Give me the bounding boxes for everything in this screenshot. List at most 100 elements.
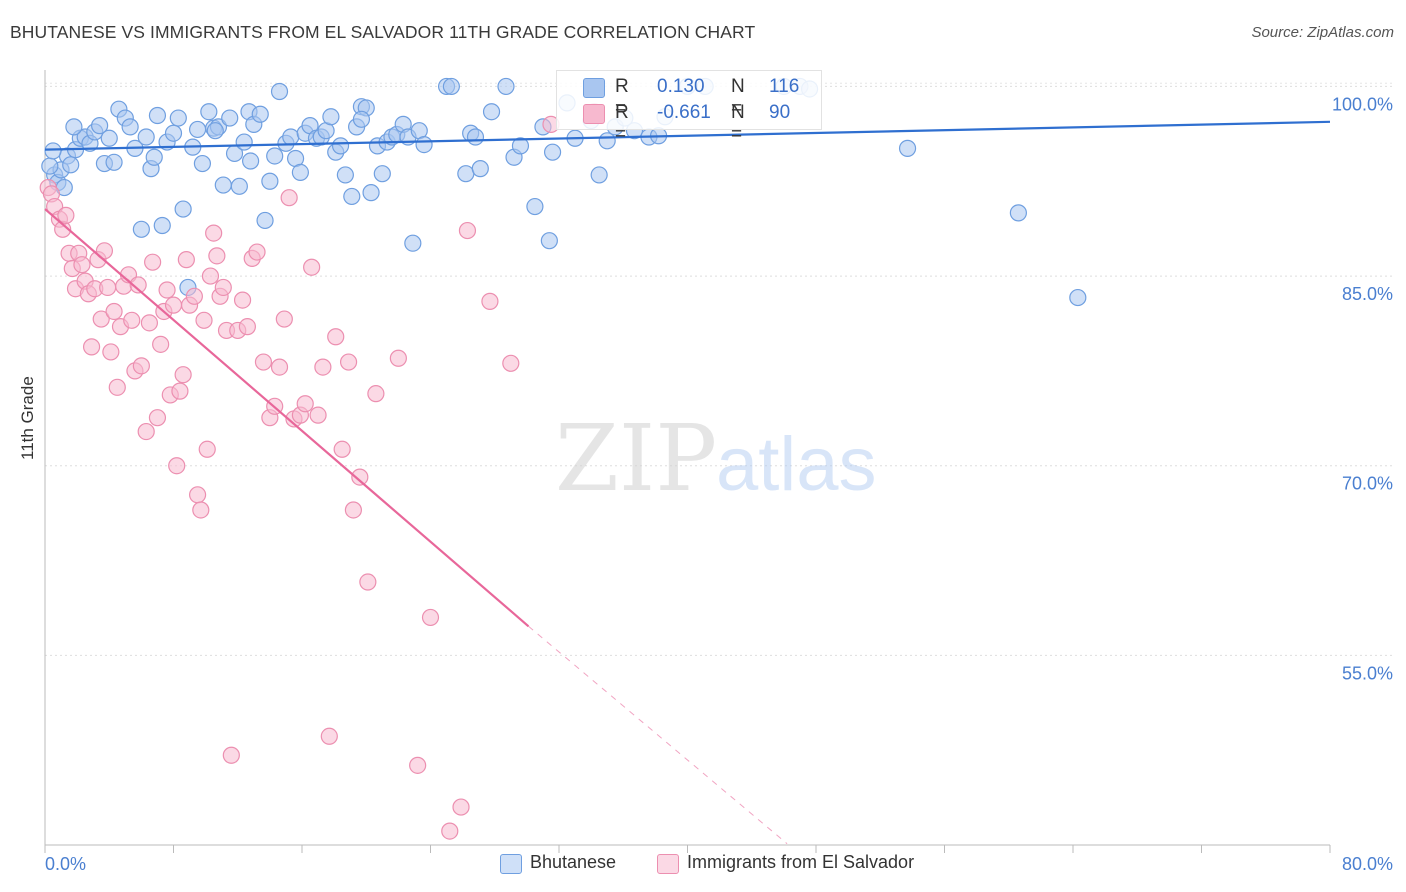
- legend-r-value: -0.661: [657, 102, 711, 123]
- data-point: [309, 406, 327, 424]
- data-point: [339, 353, 358, 371]
- data-point: [254, 353, 273, 371]
- legend-r-label: R =: [615, 76, 629, 119]
- data-point: [214, 176, 232, 194]
- data-point: [502, 354, 520, 372]
- data-point: [270, 358, 289, 376]
- data-point: [200, 103, 218, 121]
- data-point: [282, 128, 300, 146]
- data-point: [266, 147, 284, 165]
- legend-swatch-bhutanese: [500, 854, 522, 874]
- data-point: [497, 77, 515, 96]
- data-point: [526, 197, 544, 216]
- data-point: [351, 468, 369, 486]
- y-tick-label: 85.0%: [1342, 284, 1393, 304]
- data-point: [256, 211, 274, 230]
- data-point: [389, 349, 407, 367]
- data-point: [206, 122, 224, 140]
- data-point: [543, 143, 562, 161]
- data-point: [192, 501, 210, 519]
- data-point: [214, 278, 232, 297]
- data-point: [275, 310, 293, 328]
- data-point: [352, 110, 371, 128]
- data-point: [73, 256, 91, 274]
- legend-swatch-el-salvador: [583, 104, 605, 124]
- data-point: [482, 103, 501, 121]
- data-point: [415, 135, 433, 154]
- data-point: [140, 314, 159, 332]
- data-point: [251, 105, 269, 123]
- x-tick-label-min: 0.0%: [45, 854, 86, 874]
- data-point: [261, 172, 279, 190]
- data-point: [343, 187, 361, 206]
- data-point: [898, 139, 917, 157]
- data-point: [481, 292, 499, 310]
- data-point: [65, 118, 83, 136]
- data-point: [123, 311, 141, 329]
- trend-line: [44, 120, 1331, 151]
- data-point: [233, 291, 252, 309]
- data-point: [291, 163, 309, 182]
- data-point: [188, 486, 207, 504]
- data-point: [327, 328, 345, 346]
- data-point: [540, 232, 558, 250]
- data-point: [320, 727, 338, 745]
- data-point: [121, 118, 139, 136]
- correlation-legend: R = 0.130 N = 116 R = -0.661 N = 90: [556, 70, 822, 145]
- data-point: [185, 287, 203, 305]
- data-point: [344, 501, 362, 519]
- legend-n-value: 116: [769, 76, 800, 97]
- data-point: [174, 366, 192, 384]
- data-point: [230, 177, 248, 195]
- trend-line: [44, 208, 530, 628]
- data-point: [333, 440, 351, 458]
- y-tick-label: 55.0%: [1342, 663, 1393, 683]
- data-point: [148, 409, 167, 427]
- data-point: [148, 106, 167, 125]
- data-point: [421, 608, 440, 627]
- data-point: [248, 243, 266, 261]
- legend-swatch-el-salvador: [657, 854, 679, 874]
- data-point: [195, 311, 213, 329]
- data-point: [303, 258, 321, 276]
- y-tick-label: 100.0%: [1332, 94, 1393, 114]
- chart-title: BHUTANESE VS IMMIGRANTS FROM EL SALVADOR…: [10, 22, 756, 42]
- data-point: [144, 253, 162, 271]
- x-tick-label-max: 80.0%: [1342, 854, 1393, 874]
- series-legend: Bhutanese Immigrants from El Salvador: [0, 852, 1406, 878]
- data-point: [129, 276, 147, 294]
- data-point: [466, 128, 485, 146]
- data-point: [270, 82, 289, 101]
- data-point: [404, 234, 422, 252]
- legend-r-value: 0.130: [657, 76, 705, 97]
- data-point: [152, 335, 170, 353]
- data-point: [511, 137, 530, 155]
- data-point: [373, 165, 391, 183]
- chart-source: Source: ZipAtlas.com: [1251, 24, 1394, 41]
- data-point: [168, 457, 186, 475]
- data-point: [296, 395, 314, 413]
- data-point: [362, 184, 380, 202]
- data-point: [198, 440, 216, 458]
- data-point: [441, 822, 459, 840]
- data-point: [314, 358, 332, 376]
- data-point: [41, 157, 59, 175]
- data-point: [137, 422, 155, 441]
- data-point: [100, 129, 118, 147]
- data-point: [590, 166, 608, 184]
- data-point: [164, 296, 183, 314]
- y-axis-label: 11th Grade: [18, 376, 37, 460]
- gridlines: [45, 82, 1395, 656]
- data-point: [238, 318, 256, 336]
- data-point: [132, 220, 150, 238]
- data-point: [331, 137, 350, 155]
- data-point: [158, 281, 176, 299]
- data-point: [108, 378, 126, 396]
- data-point: [145, 148, 163, 166]
- data-point: [409, 756, 427, 774]
- data-point: [205, 224, 223, 242]
- data-point: [201, 267, 220, 285]
- data-point: [280, 189, 298, 207]
- legend-n-value: 90: [769, 102, 791, 123]
- data-point: [82, 338, 101, 356]
